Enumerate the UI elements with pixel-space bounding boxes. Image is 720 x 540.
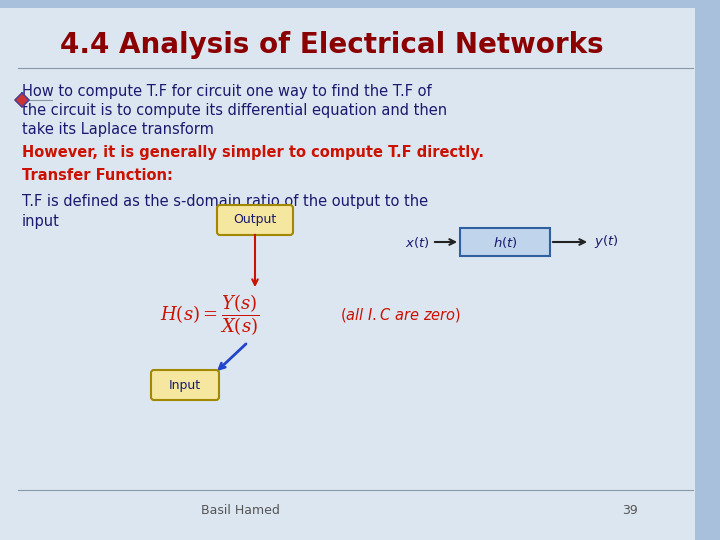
FancyBboxPatch shape xyxy=(695,0,720,540)
Text: Output: Output xyxy=(233,213,276,226)
Text: T.F is defined as the s-domain ratio of the output to the: T.F is defined as the s-domain ratio of … xyxy=(22,194,428,209)
FancyBboxPatch shape xyxy=(151,370,219,400)
Text: the circuit is to compute its differential equation and then: the circuit is to compute its differenti… xyxy=(22,103,447,118)
Text: $x(t)$: $x(t)$ xyxy=(405,234,430,249)
Polygon shape xyxy=(15,93,29,107)
Text: 4.4 Analysis of Electrical Networks: 4.4 Analysis of Electrical Networks xyxy=(60,31,603,59)
Text: $(all\ I.C\ are\ zero)$: $(all\ I.C\ are\ zero)$ xyxy=(340,306,461,324)
Text: Transfer Function:: Transfer Function: xyxy=(22,168,173,183)
Text: input: input xyxy=(22,214,60,229)
Text: Basil Hamed: Basil Hamed xyxy=(201,503,279,516)
Text: take its Laplace transform: take its Laplace transform xyxy=(22,122,214,137)
Text: 39: 39 xyxy=(622,503,638,516)
FancyBboxPatch shape xyxy=(0,0,720,8)
Text: How to compute T.F for circuit one way to find the T.F of: How to compute T.F for circuit one way t… xyxy=(22,84,431,99)
Text: $h(t)$: $h(t)$ xyxy=(492,234,518,249)
FancyBboxPatch shape xyxy=(460,228,550,256)
Text: However, it is generally simpler to compute T.F directly.: However, it is generally simpler to comp… xyxy=(22,145,484,160)
FancyBboxPatch shape xyxy=(217,205,293,235)
Text: $y(t)$: $y(t)$ xyxy=(594,233,618,251)
Text: Input: Input xyxy=(169,379,201,392)
Text: $H(s) = \dfrac{Y(s)}{X(s)}$: $H(s) = \dfrac{Y(s)}{X(s)}$ xyxy=(160,292,259,338)
